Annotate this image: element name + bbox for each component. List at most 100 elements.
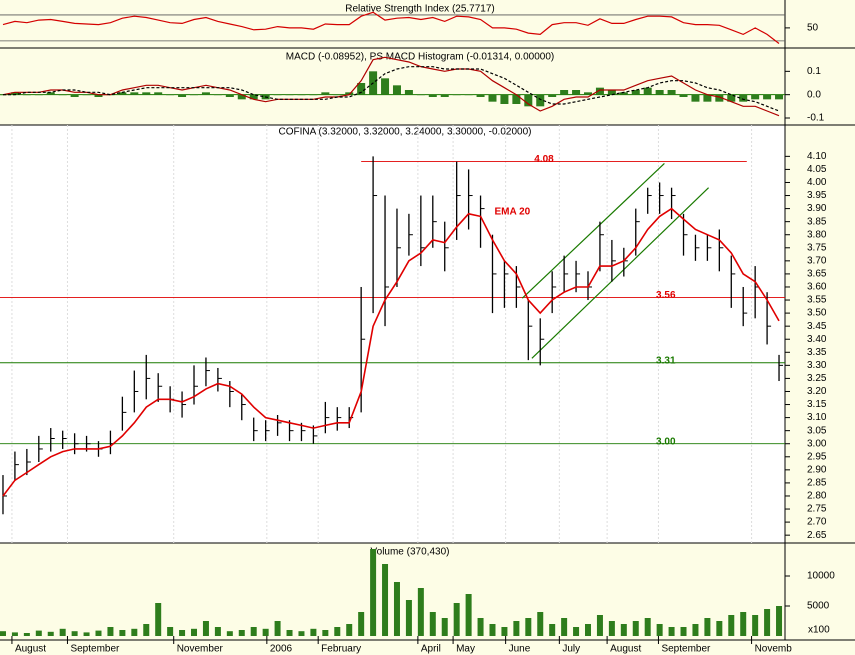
y-tick-label: 0.1 [807,66,821,77]
volume-bar [71,631,78,636]
volume-bar [632,621,639,636]
y-tick-label: 3.65 [807,269,827,280]
histogram-bar [464,94,473,96]
x-tick-label: June [509,644,531,655]
y-tick-label: 2.75 [807,504,827,515]
histogram-bar [667,90,676,95]
histogram-bar [309,94,318,96]
volume-unit: x100 [808,625,830,636]
histogram-bar [524,94,533,107]
histogram-bar [392,85,401,95]
volume-bar [692,624,699,636]
y-tick-label: 3.20 [807,386,827,397]
volume-bar [549,624,556,636]
histogram-bar [512,94,521,104]
series-line [2,207,780,497]
volume-bar [202,621,209,636]
rsi-title: Relative Strength Index (25.7717) [345,4,495,15]
histogram-bar [46,92,55,95]
histogram-bar [34,94,43,96]
volume-bar [752,615,759,636]
volume-bar [608,621,615,636]
volume-bar [155,603,162,636]
histogram-bar [297,94,306,96]
histogram-bar [619,92,628,95]
y-tick-label: 3.00 [807,438,827,449]
volume-bar [59,628,66,636]
y-tick-label: 2.90 [807,464,827,475]
volume-bar [107,627,114,636]
level-label: 4.08 [534,154,554,165]
volume-bar [644,618,651,636]
x-tick-label: April [421,644,441,655]
y-tick-label: 3.35 [807,347,827,358]
series-line [2,11,780,44]
volume-bar [764,609,771,636]
y-tick-label: 3.45 [807,321,827,332]
histogram-bar [285,94,294,96]
y-tick-label: 5000 [807,601,830,612]
y-tick-label: 2.65 [807,530,827,541]
y-tick-label: 4.00 [807,177,827,188]
x-tick-label: Novemb [755,644,793,655]
volume-bar [382,564,389,636]
histogram-bar [751,94,760,100]
trend-line [521,162,665,299]
y-tick-label: 2.95 [807,451,827,462]
histogram-bar [345,92,354,95]
histogram-bar [452,94,461,96]
x-tick-label: August [15,644,46,655]
y-tick-label: 3.75 [807,242,827,253]
level-label: 3.31 [656,355,676,366]
histogram-bar [154,92,163,95]
histogram-bar [22,94,31,96]
volume-bar [95,630,102,636]
histogram-bar [643,87,652,95]
x-tick-label: November [177,644,224,655]
y-tick-label: 3.80 [807,229,827,240]
y-tick-label: 50 [807,23,819,34]
level-label: 3.00 [656,436,676,447]
x-tick-label: September [661,644,711,655]
y-tick-label: 3.10 [807,412,827,423]
y-tick-label: 0.0 [807,89,821,100]
x-tick-label: May [456,644,475,655]
histogram-bar [703,94,712,102]
histogram-bar [775,94,784,100]
price-panel [0,125,785,543]
histogram-bar [440,94,449,97]
histogram-bar [655,90,664,95]
volume-bar [0,631,6,636]
histogram-bar [381,78,390,95]
volume-bar [656,624,663,636]
volume-bar [262,628,269,636]
volume-bar [83,632,90,636]
volume-bar [119,630,126,636]
histogram-bar [142,92,151,95]
volume-bar [668,627,675,636]
x-tick-label: August [610,644,641,655]
histogram-bar [739,94,748,102]
y-tick-label: 2.85 [807,478,827,489]
y-tick-label: 3.90 [807,203,827,214]
volume-bar [310,628,317,636]
volume-bar [226,631,233,636]
volume-bar [728,615,735,636]
histogram-bar [213,94,222,96]
histogram-bar [58,94,67,96]
volume-bar [704,618,711,636]
histogram-bar [416,94,425,96]
histogram-bar [715,94,724,102]
histogram-bar [201,92,210,95]
histogram-bar [548,94,557,97]
histogram-bar [607,90,616,95]
series-line [3,66,780,112]
volume-bar [429,612,436,636]
volume-bar [346,624,353,636]
histogram-bar [488,94,497,102]
y-tick-label: 3.85 [807,216,827,227]
volume-bar [573,627,580,636]
volume-bar [322,630,329,636]
volume-bar [596,615,603,636]
